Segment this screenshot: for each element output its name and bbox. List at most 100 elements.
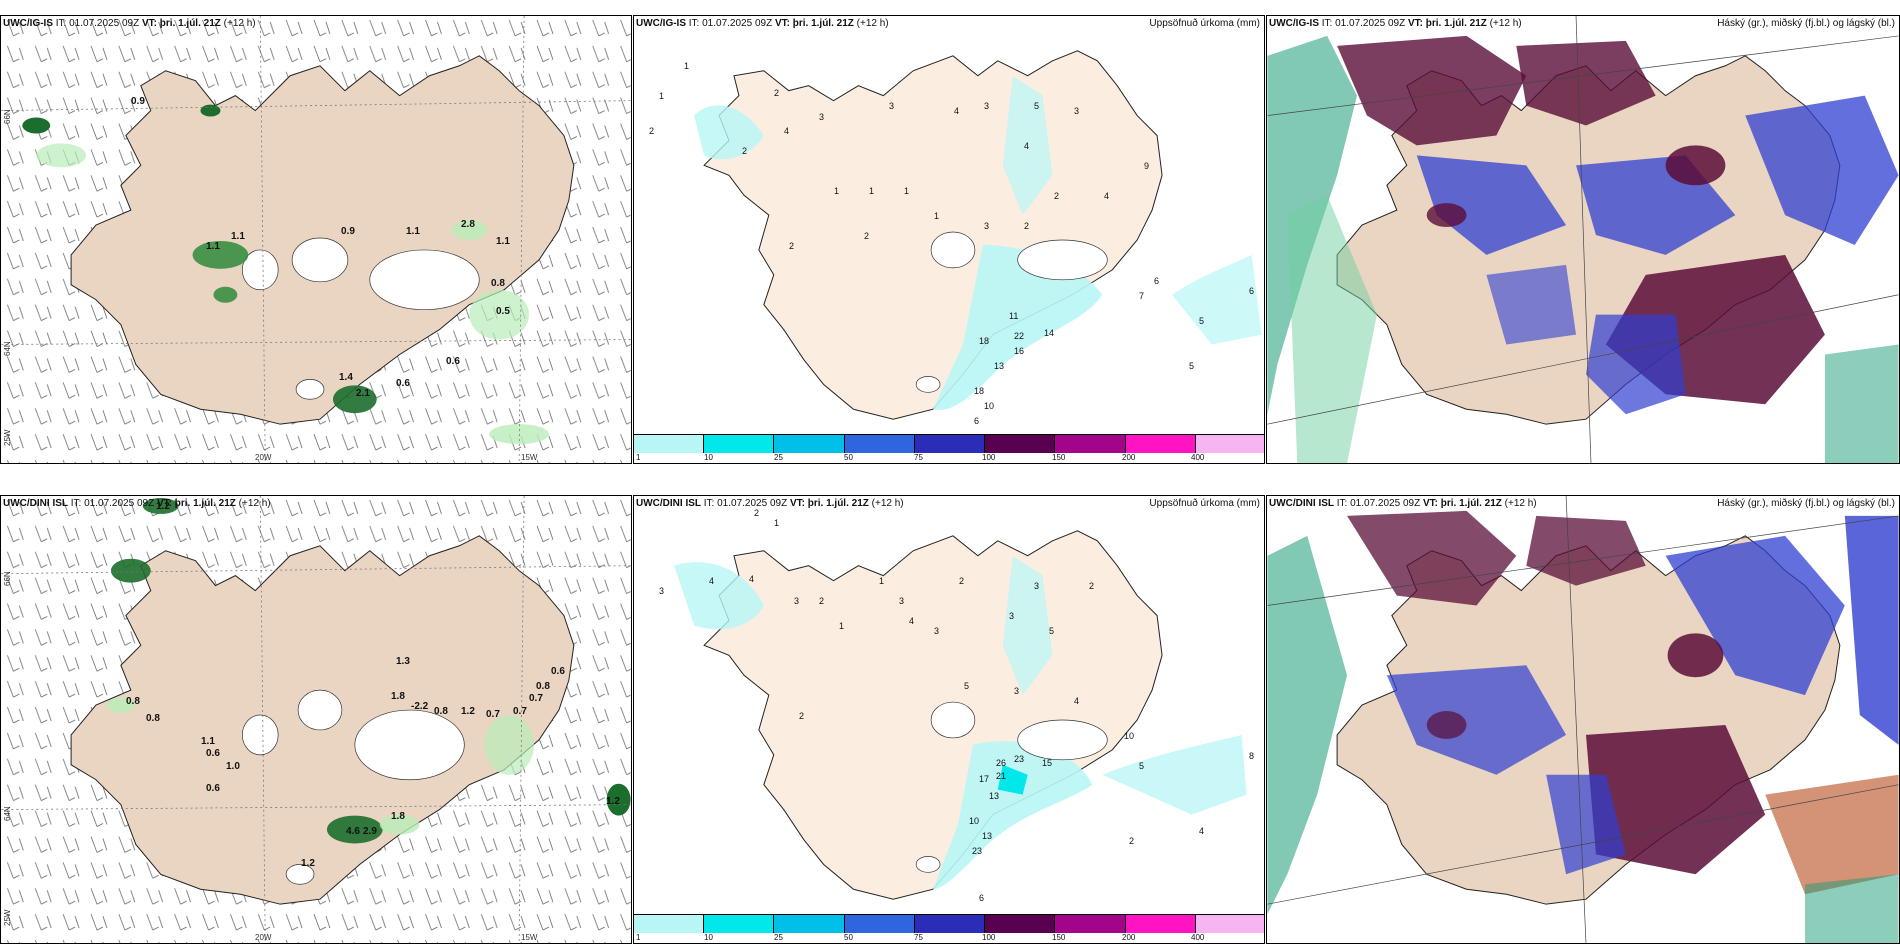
precip-label: 7 (1139, 291, 1145, 301)
precip-label: 3 (984, 101, 990, 111)
precip-label: 2 (1024, 221, 1030, 231)
colorbar-segment (1195, 435, 1264, 453)
value-label: 0.6 (446, 356, 460, 367)
colorbar (634, 434, 1264, 453)
colorbar-tick: 10 (704, 933, 713, 942)
panel-title: UWC/IG-IS IT: 01.07.2025 09Z VT: þri. 1.… (636, 18, 889, 29)
lon-label: 20W (255, 453, 272, 462)
precip-label: 5 (1199, 316, 1205, 326)
value-label: 0.7 (529, 693, 543, 704)
panel-title: UWC/DINI ISL IT: 01.07.2025 09Z VT: þri.… (636, 498, 904, 509)
value-label: 1.1 (231, 231, 245, 242)
colorbar-tick: 100 (982, 933, 996, 942)
colorbar-tick: 150 (1052, 453, 1066, 462)
precip-label: 18 (979, 336, 990, 346)
colorbar-segment (844, 435, 915, 453)
colorbar-segment (1195, 915, 1264, 933)
precip-label: 4 (1104, 191, 1110, 201)
precip-label: 2 (864, 231, 870, 241)
panel-subtitle: Háský (gr.), miðský (fj.bl.) og lágský (… (1717, 18, 1895, 29)
precip-label: 2 (1054, 191, 1060, 201)
lat-label: 66N (3, 571, 12, 586)
colorbar-segment (985, 915, 1056, 933)
precip-label: 2 (649, 126, 655, 136)
panel-dini-precip: UWC/DINI ISL IT: 01.07.2025 09Z VT: þri.… (633, 495, 1265, 944)
panel-title: UWC/IG-IS IT: 01.07.2025 09Z VT: þri. 1.… (3, 18, 256, 29)
map-canvas[interactable] (1, 16, 631, 463)
value-label: 0.8 (491, 278, 505, 289)
colorbar-tick: 200 (1122, 453, 1136, 462)
precip-label: 3 (1014, 686, 1020, 696)
precip-label: 3 (659, 586, 665, 596)
colorbar-segment (1125, 915, 1196, 933)
precip-label: 6 (1249, 286, 1255, 296)
colorbar-tick: 50 (844, 933, 853, 942)
precip-label: 2 (959, 576, 965, 586)
precip-label: 10 (969, 816, 980, 826)
precip-label: 10 (1124, 731, 1135, 741)
map-canvas[interactable] (634, 16, 1264, 463)
precip-label: 2 (754, 508, 760, 518)
value-label: 0.6 (551, 666, 565, 677)
precip-label: 17 (979, 774, 990, 784)
precip-label: 9 (1144, 161, 1150, 171)
precip-label: 21 (996, 771, 1007, 781)
lat-label: 66N (3, 109, 12, 124)
value-label: 1.4 (339, 372, 353, 383)
lat-label: 25W (3, 909, 12, 926)
colorbar-segment (704, 435, 775, 453)
precip-label: 14 (1044, 328, 1055, 338)
value-label: -2.2 (411, 701, 429, 712)
iceland-landmass (703, 50, 1163, 420)
precip-label: 18 (974, 386, 985, 396)
value-label: 1.2 (301, 858, 315, 869)
colorbar-tick: 1 (636, 933, 641, 942)
colorbar-segment (985, 435, 1056, 453)
colorbar-tick: 75 (914, 453, 923, 462)
value-label: 1.8 (391, 811, 405, 822)
colorbar-tick: 100 (982, 453, 996, 462)
precip-label: 1 (879, 576, 885, 586)
map-canvas[interactable] (1267, 16, 1899, 463)
colorbar-segment (844, 915, 915, 933)
value-label: 2.8 (461, 219, 475, 230)
precip-label: 8 (1249, 751, 1255, 761)
precip-label: 4 (784, 126, 790, 136)
colorbar-segment (914, 915, 986, 933)
panel-title: UWC/IG-IS IT: 01.07.2025 09Z VT: þri. 1.… (1269, 18, 1522, 29)
lat-label: 64N (3, 806, 12, 821)
precip-label: 5 (964, 681, 970, 691)
map-canvas[interactable] (634, 496, 1264, 943)
value-label: 4.6 (346, 826, 360, 837)
precip-label: 10 (984, 401, 995, 411)
precip-label: 3 (934, 626, 940, 636)
precip-label: 4 (1024, 141, 1030, 151)
precip-label: 3 (1034, 581, 1040, 591)
precip-label: 13 (989, 791, 1000, 801)
precip-label: 1 (774, 518, 780, 528)
precip-label: 6 (1154, 276, 1160, 286)
precip-label: 11 (1009, 311, 1019, 321)
precip-label: 5 (1034, 101, 1040, 111)
precip-label: 4 (709, 576, 715, 586)
value-label: 1.2 (156, 501, 170, 512)
colorbar-segment (774, 435, 845, 453)
value-label: 0.8 (536, 681, 550, 692)
precip-label: 5 (1049, 626, 1055, 636)
precip-label: 13 (982, 831, 993, 841)
map-canvas[interactable] (1, 496, 631, 943)
lon-label: 15W (521, 933, 538, 942)
precip-label: 2 (1089, 581, 1095, 591)
map-canvas[interactable] (1267, 496, 1899, 943)
precip-label: 1 (904, 186, 910, 196)
precip-label: 4 (954, 106, 960, 116)
value-label: 1.2 (606, 796, 620, 807)
colorbar-tick: 10 (704, 453, 713, 462)
value-label: 0.8 (434, 706, 448, 717)
colorbar-segment (1125, 435, 1196, 453)
precip-label: 1 (869, 186, 875, 196)
value-label: 2.9 (363, 826, 377, 837)
precip-label: 2 (819, 596, 825, 606)
value-label: 1.8 (391, 691, 405, 702)
precip-label: 3 (1009, 611, 1015, 621)
